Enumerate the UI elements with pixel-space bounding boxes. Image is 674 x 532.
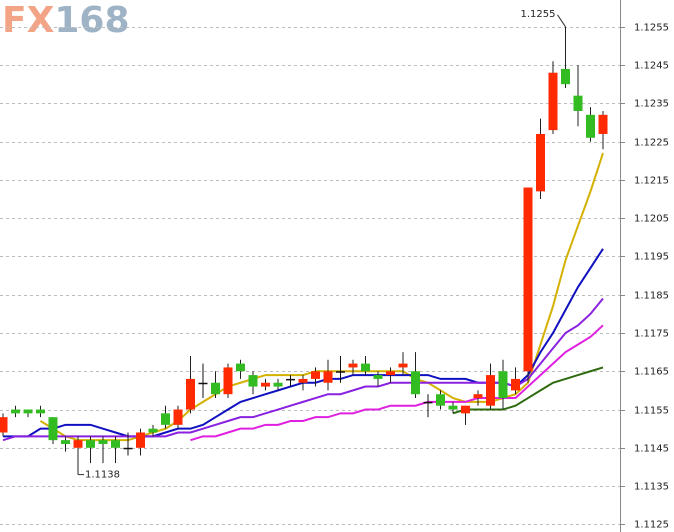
y-tick-label: 1.1255 bbox=[634, 23, 669, 34]
candle-body bbox=[223, 367, 233, 395]
candle-body bbox=[561, 68, 570, 85]
y-tick-label: 1.1145 bbox=[634, 444, 669, 455]
y-tick-label: 1.1245 bbox=[634, 61, 669, 72]
logo: FX168 bbox=[2, 0, 130, 41]
candle-body bbox=[486, 375, 495, 406]
y-tick-label: 1.1175 bbox=[634, 329, 669, 340]
candle-body bbox=[61, 440, 70, 444]
candle-body bbox=[548, 72, 558, 131]
candle-body bbox=[436, 394, 445, 406]
candle-body bbox=[261, 382, 270, 387]
candle-body bbox=[236, 363, 245, 372]
candle-body bbox=[498, 371, 508, 399]
candle-body bbox=[461, 405, 470, 414]
candle-body bbox=[0, 417, 8, 433]
candle-body bbox=[211, 382, 220, 395]
candle-body bbox=[573, 95, 583, 111]
ma-line bbox=[39, 152, 604, 442]
y-tick-label: 1.1225 bbox=[634, 138, 669, 149]
candle-body bbox=[148, 428, 158, 433]
candle-body bbox=[273, 382, 283, 387]
candle-body bbox=[11, 409, 20, 414]
candle-body bbox=[398, 363, 408, 368]
logo-right: 168 bbox=[54, 0, 129, 41]
candle-body bbox=[123, 447, 133, 450]
y-tick-label: 1.1215 bbox=[634, 176, 669, 187]
candle-body bbox=[336, 371, 345, 373]
candle-body bbox=[286, 378, 295, 381]
y-tick-label: 1.1135 bbox=[634, 482, 669, 493]
candle-body bbox=[586, 114, 595, 138]
candle-body bbox=[598, 114, 608, 134]
candle-body bbox=[373, 375, 383, 379]
ma-line bbox=[3, 248, 604, 438]
candle-body bbox=[448, 405, 458, 410]
candle-body bbox=[186, 378, 195, 410]
candle-body bbox=[311, 371, 320, 379]
ma-line bbox=[2, 297, 604, 442]
grid bbox=[0, 27, 620, 525]
ma-line bbox=[452, 366, 604, 415]
candle-body bbox=[111, 440, 120, 448]
candle-body bbox=[361, 363, 370, 372]
candle-body bbox=[411, 371, 420, 395]
candle-body bbox=[523, 187, 533, 372]
candle-body bbox=[48, 417, 58, 441]
candle-body bbox=[136, 432, 145, 448]
candle-body bbox=[386, 371, 395, 376]
candle-body bbox=[536, 133, 545, 192]
candle-body bbox=[23, 409, 33, 414]
candle-body bbox=[423, 401, 433, 404]
candle-body bbox=[323, 371, 333, 383]
candle-body bbox=[98, 440, 108, 444]
candle-body bbox=[173, 409, 183, 425]
candle-body bbox=[348, 363, 358, 368]
y-tick-label: 1.1235 bbox=[634, 99, 669, 110]
candle-body bbox=[248, 375, 258, 387]
y-tick-label: 1.1205 bbox=[634, 214, 669, 225]
candle-body bbox=[73, 440, 83, 448]
y-tick-label: 1.1165 bbox=[634, 367, 669, 378]
y-tick-label: 1.1125 bbox=[634, 520, 669, 531]
candle-body bbox=[198, 382, 208, 385]
candle-body bbox=[511, 378, 520, 391]
candle-body bbox=[298, 378, 308, 383]
y-tick-label: 1.1185 bbox=[634, 291, 669, 302]
y-tick-label: 1.1195 bbox=[634, 252, 669, 263]
y-tick-label: 1.1155 bbox=[634, 406, 669, 417]
ma-line bbox=[190, 324, 604, 442]
candle-body bbox=[473, 394, 483, 399]
candle-body bbox=[86, 440, 95, 448]
candle-body bbox=[36, 409, 45, 414]
annotation-label: 1.1138 bbox=[85, 470, 120, 481]
candle-body bbox=[161, 413, 170, 425]
annotation-label: 1.1255 bbox=[521, 9, 556, 20]
annotation-leader bbox=[557, 14, 566, 28]
logo-left: FX bbox=[2, 0, 55, 41]
